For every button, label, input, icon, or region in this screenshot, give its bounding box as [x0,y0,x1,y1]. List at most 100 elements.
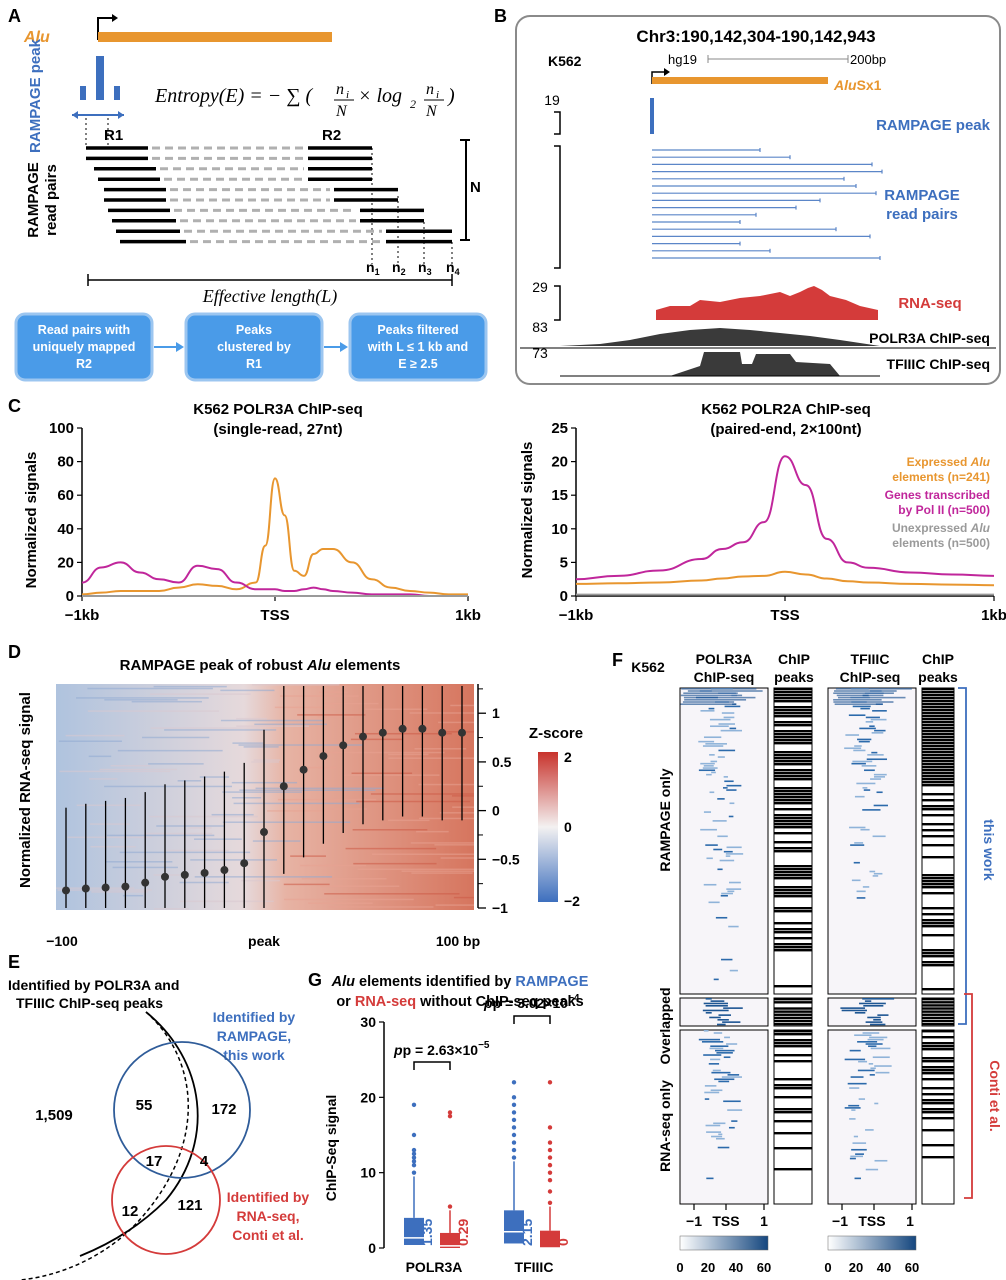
panel-d-label: D [8,642,21,662]
peak-line [922,1060,954,1063]
flow-step-2 [184,312,324,382]
peak-line [922,781,954,784]
g-ylabel: ChIP-Seq signal [323,1095,339,1202]
heatmap-stripe [156,825,225,827]
heatmap-stripe [414,748,467,750]
panel-e: E Identified by POLR3A and TFIIIC ChIP-s… [8,952,309,1280]
peak-line [774,1030,812,1033]
heatmap-signal [702,767,718,769]
svg-text:n2: n2 [392,259,406,277]
panel-a-label: A [8,6,21,26]
f-xticks: −1 TSS 1 −1 TSS 1 [686,1213,914,1229]
svg-text:100 bp: 100 bp [436,933,480,949]
heatmap-stripe [354,732,452,735]
svg-text:−1: −1 [832,1213,848,1229]
heatmap-signal [874,1159,888,1162]
peak-line [922,1099,954,1102]
peak-line [922,1069,954,1072]
peak-line [922,1144,954,1147]
heatmap-signal [719,859,735,862]
heatmap-stripe [56,887,135,889]
heatmap-stripe [153,685,227,688]
p-bracket [413,1061,451,1070]
outlier [547,1080,553,1085]
heatmap-signal [726,888,742,890]
peak-line [922,949,954,952]
peak-line [774,1042,812,1045]
peak-line [774,1019,812,1023]
peak-line [922,709,954,712]
heatmap-stripe [453,896,474,899]
peak-line [922,955,954,958]
peak-line [922,1010,954,1013]
peak-line [922,892,954,895]
e-rnaseq-label-2: RNA-seq, [236,1208,299,1224]
heatmap-signal [872,710,887,712]
heatmap-signal [844,1058,866,1061]
peak-line [922,1111,954,1114]
heatmap-signal [709,718,731,721]
heatmap-signal [712,820,727,822]
peak-line [922,988,954,991]
y-tick-label: 20 [360,1089,376,1105]
heatmap-stripe [211,813,254,816]
heatmap-signal [723,1007,743,1009]
heatmap-stripe [188,827,212,829]
panel-b-label: B [494,6,507,26]
e-rampage-circle [113,1041,251,1179]
series-line [81,561,468,597]
scale-83: 83 [532,319,548,335]
heatmap-stripe [254,723,327,726]
heatmap-stripe [110,764,151,767]
tfiiic-track [670,352,840,376]
n-label: N [470,179,481,196]
peak-line [922,1030,954,1033]
heatmap-signal [713,1122,726,1125]
outlier [547,1162,553,1168]
heatmap-stripe [253,759,280,761]
peak-line [922,934,954,937]
heatmap-signal [862,787,868,789]
heatmap-signal [711,1135,723,1138]
c-left-title-2: (single-read, 27nt) [213,421,342,438]
heatmap-signal [703,1054,722,1056]
svg-text:1,509: 1,509 [35,1107,73,1124]
d-errorbar-series [62,685,466,908]
y-tick-label: 0 [66,588,74,605]
read-pairs-label: RAMPAGEread pairs [25,162,60,238]
e-rnaseq-label-1: Identified by [227,1189,310,1205]
outlier [411,1132,417,1138]
peak-line [774,928,812,931]
read-pairs-track-label-2: read pairs [886,206,958,223]
svg-text:n3: n3 [418,259,432,277]
peak-line [922,1156,954,1159]
heatmap-signal [872,1056,890,1059]
peak-line [774,721,812,724]
peak-line [774,706,812,709]
peak-line [774,826,812,829]
heatmap-signal [867,1016,881,1019]
peak-line [922,1045,954,1048]
heatmap-stripe [300,864,367,867]
peak-line [774,1054,812,1057]
peak-line [922,1016,954,1020]
heatmap-stripe [418,783,474,786]
heatmap-stripe [356,800,471,803]
outlier [411,1159,417,1164]
peak-line [922,907,954,910]
peak-line [774,1045,812,1048]
outlier [547,1125,553,1130]
heatmap-stripe [252,840,301,842]
peak-line [774,1147,812,1150]
heatmap-stripe [117,749,223,752]
heatmap-block [679,1029,769,1205]
mean-point [62,886,70,895]
heatmap-signal [729,802,735,805]
heatmap-stripe [401,870,474,872]
peak-line [922,1048,954,1051]
peak-line [774,1120,812,1123]
svg-text:Genes transcribed: Genes transcribed [885,488,990,502]
heatmap-signal [868,1063,874,1065]
peak-line [922,886,954,889]
